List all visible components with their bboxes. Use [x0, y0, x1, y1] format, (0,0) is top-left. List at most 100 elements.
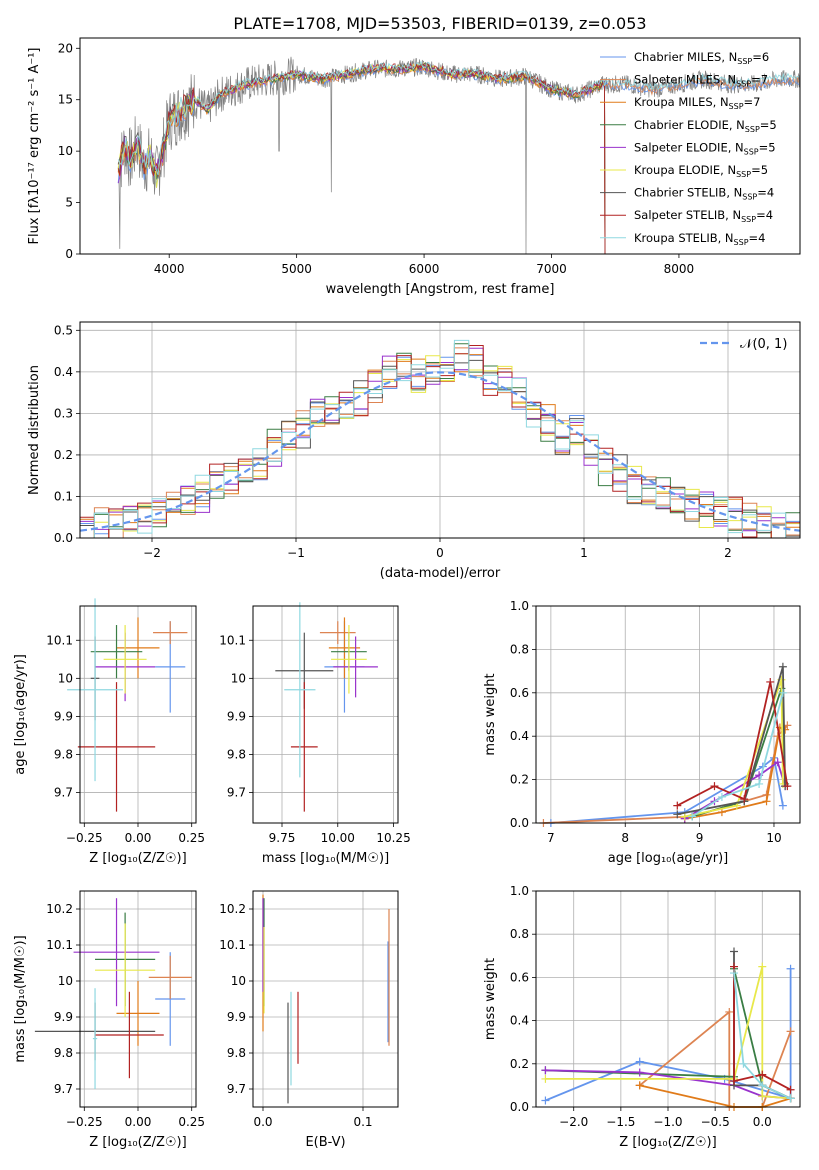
x-tick-label: 9	[696, 831, 704, 845]
legend-label: Kroupa MILES, NSSP=7	[634, 95, 760, 111]
x-tick-label: −2.0	[559, 1115, 588, 1129]
age-vs-weight-panel	[532, 605, 800, 827]
x-axis-label: wavelength [Angstrom, rest frame]	[326, 282, 555, 297]
weight-point-marker	[778, 688, 787, 697]
legend-label-suffix: =6	[752, 50, 769, 64]
axes-frame	[79, 321, 801, 539]
weight-point-marker	[541, 1096, 550, 1105]
weight-point-marker	[773, 758, 782, 767]
legend-label-main: Kroupa STELIB, N	[634, 231, 734, 245]
weight-point-marker	[762, 797, 771, 806]
x-tick-label: 9.75	[269, 831, 296, 845]
y-tick-label: 0.0	[54, 531, 73, 545]
x-axis-label: age [log₁₀(age/yr)]	[608, 851, 729, 866]
y-tick-label: 10.1	[46, 938, 73, 952]
legend-label: Salpeter STELIB, NSSP=4	[634, 208, 773, 224]
weight-point-marker	[758, 1092, 767, 1101]
weight-point-marker	[673, 810, 682, 819]
model-spectrum-line	[117, 61, 606, 254]
legend-label-suffix: =7	[751, 73, 768, 87]
weight-point-marker	[758, 1081, 767, 1090]
weight-point-marker	[786, 964, 795, 973]
axes-frame	[79, 890, 197, 1108]
model-spectrum-line	[117, 60, 799, 176]
weight-point-marker	[710, 782, 719, 791]
y-axis-label: Flux [fλ10⁻¹⁷ erg cm⁻² s⁻¹ A⁻¹]	[27, 48, 42, 245]
y-tick-label: 0.8	[510, 927, 529, 941]
legend-label: Chabrier MILES, NSSP=6	[634, 50, 769, 66]
x-tick-label: −0.25	[66, 831, 103, 845]
legend-label: Kroupa ELODIE, NSSP=5	[634, 163, 768, 179]
y-axis-label: age [log₁₀(age/yr)]	[13, 654, 28, 775]
y-tick-label: 5	[65, 196, 73, 210]
x-tick-label: 0.0	[753, 1115, 772, 1129]
x-axis-label: E(B-V)	[305, 1135, 345, 1150]
legend-label-subscript: SSP	[742, 193, 757, 202]
weight-point-marker	[758, 1070, 767, 1079]
legend-label-main: Chabrier MILES, N	[634, 50, 737, 64]
legend-label-main: Salpeter STELIB, N	[634, 208, 741, 222]
y-tick-label: 9.8	[54, 747, 73, 761]
y-tick-label: 9.8	[227, 1046, 246, 1060]
legend-label-subscript: SSP	[741, 215, 756, 224]
legend-label-suffix: =4	[757, 186, 774, 200]
y-tick-label: 0.2	[510, 773, 529, 787]
weight-point-marker	[730, 1077, 738, 1086]
legend-label-subscript: SSP	[729, 102, 744, 111]
x-tick-label: 5000	[281, 262, 312, 276]
legend-label-main: Kroupa MILES, N	[634, 95, 729, 109]
y-tick-label: 0.6	[510, 970, 529, 984]
weight-point-marker	[688, 812, 697, 821]
x-tick-label: 7	[547, 831, 555, 845]
legend-label-subscript: SSP	[736, 80, 751, 89]
weight-point-marker	[635, 1057, 644, 1066]
y-tick-label: 9.7	[54, 1082, 73, 1096]
legend-label-suffix: =4	[756, 208, 773, 222]
legend-label-main: Salpeter MILES, N	[634, 73, 736, 87]
weight-point-marker	[755, 779, 764, 788]
y-tick-label: 0.4	[510, 729, 529, 743]
legend-label-suffix: =7	[744, 95, 761, 109]
legend-label-subscript: SSP	[744, 147, 759, 156]
x-axis-label: mass [log₁₀(M/M☉)]	[262, 851, 389, 866]
y-tick-label: 10.2	[46, 902, 73, 916]
weight-point-marker	[740, 795, 749, 804]
weight-point-marker	[635, 1068, 644, 1077]
y-tick-label: 15	[58, 93, 73, 107]
y-tick-label: 10.1	[219, 938, 246, 952]
y-tick-label: 10	[58, 144, 73, 158]
y-tick-label: 10	[231, 974, 246, 988]
y-tick-label: 9.9	[54, 1010, 73, 1024]
x-tick-label: 4000	[154, 262, 185, 276]
y-axis-label: mass [log₁₀(M/M☉)]	[13, 935, 28, 1062]
spectrum-title: PLATE=1708, MJD=53503, FIBERID=0139, z=0…	[233, 14, 646, 33]
y-tick-label: 0.1	[54, 489, 73, 503]
weight-series-line	[733, 973, 791, 1100]
mass-vs-age-panel	[249, 602, 398, 827]
histogram-group	[80, 339, 800, 538]
x-tick-label: 2	[724, 546, 732, 560]
y-tick-label: 0	[65, 247, 73, 261]
y-tick-label: 9.8	[227, 747, 246, 761]
axes-frame	[535, 605, 801, 824]
ebv-vs-mass-panel	[249, 891, 398, 1111]
weight-point-marker	[786, 1094, 795, 1103]
weight-series-line	[733, 966, 792, 1091]
y-tick-label: 0.5	[54, 323, 73, 337]
x-tick-label: 0.0	[253, 1115, 272, 1129]
y-tick-label: 10	[231, 671, 246, 685]
x-tick-label: −1.5	[606, 1115, 635, 1129]
weight-point-marker	[778, 662, 787, 671]
x-tick-label: 0.25	[178, 831, 205, 845]
weight-series-line	[691, 692, 784, 818]
weight-point-marker	[758, 962, 767, 971]
legend-label: Chabrier STELIB, NSSP=4	[634, 186, 774, 202]
x-tick-label: −0.25	[66, 1115, 103, 1129]
y-tick-label: 0.2	[510, 1057, 529, 1071]
y-axis-label: mass weight	[483, 958, 498, 1040]
weight-series-line	[676, 681, 789, 807]
weight-series-line	[684, 679, 784, 818]
weight-point-marker	[725, 1007, 734, 1016]
